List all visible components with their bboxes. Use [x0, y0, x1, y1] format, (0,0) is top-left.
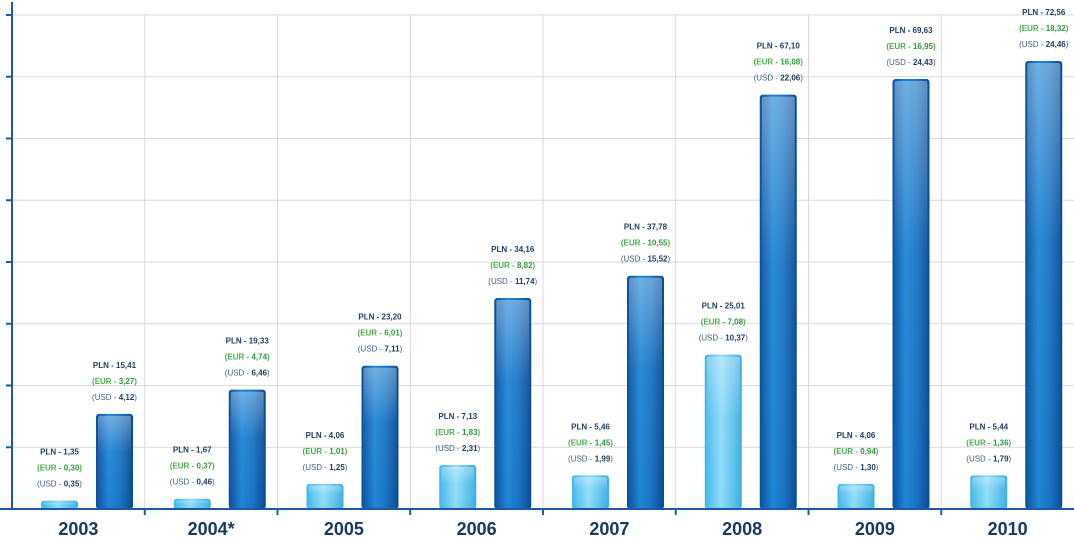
data-label-pln: PLN - 5,44 — [969, 422, 1008, 431]
data-label-usd: (USD - 10,37) — [699, 334, 749, 343]
data-label-eur: (EUR - 16,95) — [886, 42, 936, 51]
data-label-pln: PLN - 37,78 — [624, 223, 668, 232]
data-label-pln: PLN - 1,67 — [173, 446, 212, 455]
data-label-eur: (EUR - 3,27) — [92, 377, 137, 386]
data-label-eur: (EUR - 1,83) — [435, 428, 480, 437]
data-label-eur: (EUR - 7,08) — [701, 318, 746, 327]
data-label-pln: PLN - 69,63 — [889, 26, 933, 35]
data-label-usd: (USD - 0,35) — [37, 480, 82, 489]
x-tick-label: 2004* — [188, 519, 235, 539]
data-label-eur: (EUR - 18,32) — [1019, 24, 1069, 33]
data-label-pln: PLN - 67,10 — [757, 42, 801, 51]
x-tick-label: 2007 — [589, 519, 629, 539]
data-label-eur: (EUR - 6,01) — [358, 329, 403, 338]
data-label-eur: (EUR - 16,08) — [754, 58, 804, 67]
bar-sheen — [894, 81, 928, 507]
data-label-usd: (USD - 2,31) — [435, 444, 480, 453]
data-label-eur: (EUR - 10,55) — [621, 239, 671, 248]
data-label-pln: PLN - 72,56 — [1022, 8, 1066, 17]
bar-sheen — [175, 500, 209, 507]
bar-sheen — [839, 485, 873, 507]
bar-sheen — [706, 356, 740, 507]
data-label-eur: (EUR - 8,82) — [490, 261, 535, 270]
bar-sheen — [308, 485, 342, 507]
bar-sheen — [761, 96, 795, 507]
bar-sheen — [574, 477, 607, 507]
data-label-pln: PLN - 34,16 — [491, 245, 535, 254]
bar-sheen — [43, 502, 76, 507]
bar-sheen — [972, 477, 1006, 507]
data-label-pln: PLN - 19,33 — [226, 337, 270, 346]
bar-sheen — [363, 367, 397, 507]
data-label-eur: (EUR - 0,94) — [834, 447, 879, 456]
data-label-usd: (USD - 7,11) — [358, 345, 403, 354]
grid-lines — [12, 14, 1074, 509]
data-label-eur: (EUR - 0,30) — [37, 464, 82, 473]
x-tick-label: 2006 — [457, 519, 497, 539]
data-label-pln: PLN - 25,01 — [702, 302, 746, 311]
data-label-pln: PLN - 7,13 — [438, 412, 477, 421]
bar-sheen — [230, 391, 264, 507]
bar-labels: PLN - 1,35 (EUR - 0,30) (USD - 0,35) PLN - … — [37, 8, 1069, 489]
data-label-pln: PLN - 5,46 — [571, 422, 610, 431]
data-label-eur: (EUR - 1,36) — [966, 438, 1011, 447]
data-label-pln: PLN - 15,41 — [93, 361, 137, 370]
data-label-usd: (USD - 1,30) — [834, 463, 879, 472]
x-tick-label: 2003 — [58, 519, 98, 539]
data-label-eur: (EUR - 0,37) — [170, 462, 215, 471]
data-label-pln: PLN - 23,20 — [358, 313, 402, 322]
data-label-eur: (EUR - 4,74) — [225, 353, 270, 362]
x-tick-label: 2009 — [855, 519, 895, 539]
data-label-usd: (USD - 22,06) — [754, 74, 804, 83]
data-label-pln: PLN - 4,06 — [837, 431, 876, 440]
data-label-usd: (USD - 4,12) — [92, 393, 137, 402]
bar-sheen — [98, 415, 131, 507]
axes — [0, 2, 1074, 515]
x-tick-label: 2008 — [722, 519, 762, 539]
data-label-eur: (EUR - 1,45) — [568, 438, 613, 447]
data-label-usd: (USD - 15,52) — [621, 255, 671, 264]
x-tick-label: 2010 — [988, 519, 1028, 539]
data-label-usd: (USD - 24,43) — [886, 58, 936, 67]
bars — [41, 60, 1063, 509]
data-label-usd: (USD - 1,99) — [568, 454, 613, 463]
data-label-usd: (USD - 1,25) — [303, 463, 348, 472]
data-label-usd: (USD - 6,46) — [225, 369, 270, 378]
data-label-usd: (USD - 24,46) — [1019, 40, 1069, 49]
data-label-pln: PLN - 1,35 — [40, 448, 79, 457]
x-tick-label: 2005 — [324, 519, 364, 539]
data-label-pln: PLN - 4,06 — [306, 431, 345, 440]
bar-sheen — [441, 466, 475, 507]
data-label-usd: (USD - 1,79) — [966, 454, 1011, 463]
x-tick-labels: 2003 2004* 2005 2006 2007 2008 2009 2010 — [58, 519, 1027, 539]
bar-sheen — [629, 277, 662, 507]
data-label-usd: (USD - 0,46) — [170, 478, 215, 487]
bar-sheen — [496, 300, 530, 507]
bar-sheen — [1027, 62, 1061, 507]
data-label-eur: (EUR - 1,01) — [303, 447, 348, 456]
data-label-usd: (USD - 11,74) — [488, 277, 537, 286]
